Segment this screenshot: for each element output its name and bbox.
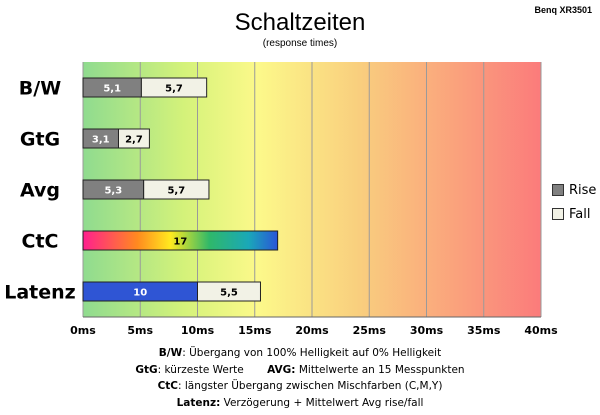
category-label: CtC xyxy=(22,231,59,253)
category-label: GtG xyxy=(20,129,60,151)
data-label: 5,3 xyxy=(104,186,122,197)
x-tick-label: 40ms xyxy=(524,324,558,337)
footnotes: B/W: Übergang von 100% Helligkeit auf 0%… xyxy=(0,345,600,411)
x-tick-label: 5ms xyxy=(127,324,153,337)
category-label: B/W xyxy=(19,78,61,100)
legend-label-fall: Fall xyxy=(569,206,591,222)
x-tick-label: 35ms xyxy=(467,324,501,337)
legend-item-fall: Fall xyxy=(552,202,596,226)
bar-fall xyxy=(140,77,208,98)
x-tick-label: 25ms xyxy=(353,324,387,337)
legend: Rise Fall xyxy=(552,178,596,226)
bars: 5,1 5,7 3,1 2,7 5,3 5,7 17 10 5,5 xyxy=(82,77,279,302)
footnote-gtg-avg: GtG: kürzeste Werte AVG: Mittelwerte an … xyxy=(135,363,465,376)
data-label: 5,5 xyxy=(220,288,238,299)
rise-swatch xyxy=(552,184,564,196)
x-tick-labels: 0ms 5ms 10ms 15ms 20ms 25ms 30ms 35ms 40ms xyxy=(70,324,558,337)
bar-ctc xyxy=(82,230,279,251)
x-tick-label: 10ms xyxy=(181,324,215,337)
data-label: 10 xyxy=(133,288,147,299)
bar-fall xyxy=(197,281,261,302)
data-label: 5,7 xyxy=(167,186,185,197)
x-tick-label: 15ms xyxy=(238,324,272,337)
chart-title: Schaltzeiten xyxy=(235,9,366,36)
x-tick-label: 30ms xyxy=(410,324,444,337)
fall-swatch xyxy=(552,208,564,220)
category-labels: B/W GtG Avg CtC Latenz xyxy=(4,78,75,304)
data-label: 3,1 xyxy=(92,135,110,146)
footnote-latenz: Latenz: Verzögerung + Mittelwert Avg ris… xyxy=(176,396,424,409)
data-label: 2,7 xyxy=(125,135,143,146)
legend-label-rise: Rise xyxy=(569,182,597,198)
bar-fall xyxy=(117,128,150,149)
footnote-ctc: CtC: längster Übergang zwischen Mischfar… xyxy=(157,380,443,392)
monitor-model: Benq XR3501 xyxy=(534,5,592,15)
data-label: 5,1 xyxy=(103,84,121,95)
chart-subtitle: (response times) xyxy=(263,38,337,49)
footnote-bw: B/W: Übergang von 100% Helligkeit auf 0%… xyxy=(158,347,442,359)
bar-fall xyxy=(143,179,210,200)
category-label: Avg xyxy=(20,180,60,202)
category-label: Latenz xyxy=(4,282,75,304)
data-label: 17 xyxy=(173,237,187,248)
data-label: 5,7 xyxy=(165,84,183,95)
x-tick-label: 0ms xyxy=(70,324,96,337)
x-tick-label: 20ms xyxy=(295,324,329,337)
legend-item-rise: Rise xyxy=(552,178,596,202)
